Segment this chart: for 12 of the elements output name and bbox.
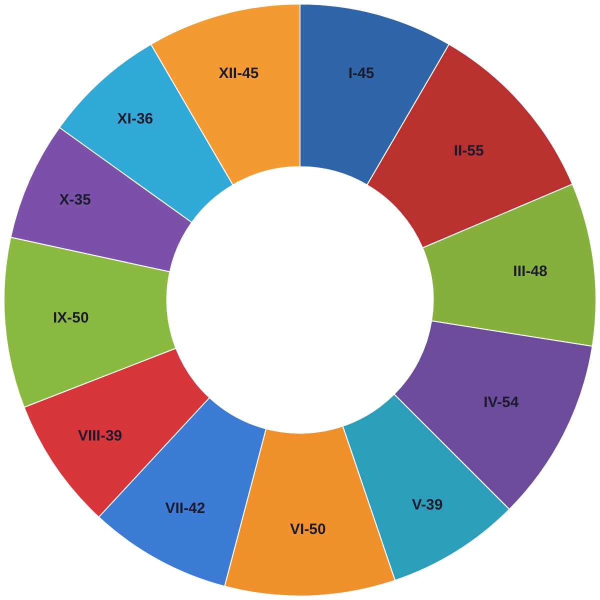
slice-label: X-35: [59, 192, 91, 209]
slice-label: XII-45: [218, 64, 259, 82]
slice-label: IV-54: [484, 394, 520, 412]
slice-label: III-48: [513, 263, 548, 280]
slice-label: VII-42: [165, 500, 206, 518]
slice-label: XI-36: [117, 110, 154, 128]
slice-label: VI-50: [290, 521, 326, 538]
slice-label: V-39: [412, 496, 443, 514]
slice-label: I-45: [348, 64, 374, 82]
slice-label: IX-50: [52, 310, 89, 327]
slice-label: II-55: [454, 142, 484, 160]
slice-label: VIII-39: [78, 427, 122, 444]
